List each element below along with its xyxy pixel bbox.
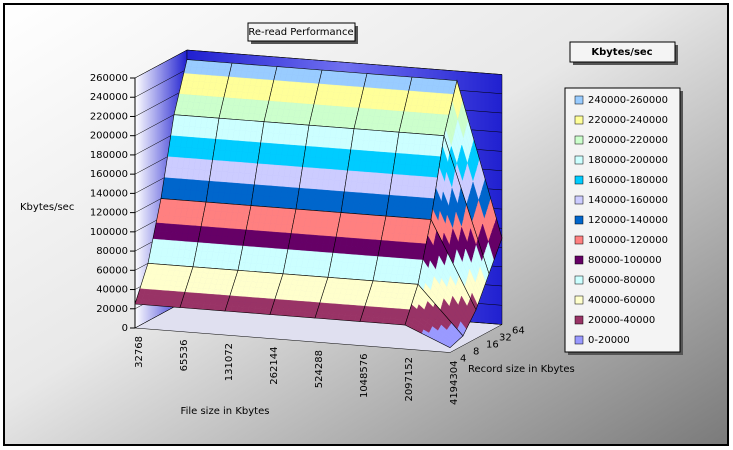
legend-label: 160000-180000 — [588, 175, 668, 186]
y-tick-label: 0 — [122, 323, 128, 334]
legend-label: 240000-260000 — [588, 95, 668, 106]
y-tick-label: 240000 — [90, 92, 128, 103]
depth-tick-label: 4 — [460, 354, 466, 365]
legend-swatch — [574, 135, 584, 145]
legend-swatch — [574, 155, 584, 165]
legend-swatch — [574, 255, 584, 265]
y-tick-label: 180000 — [90, 150, 128, 161]
x-tick-label: 1048576 — [359, 354, 370, 399]
legend-label: 80000-100000 — [588, 255, 662, 266]
depth-tick-label: 8 — [473, 347, 479, 358]
legend-swatch — [574, 295, 584, 305]
y-tick-label: 80000 — [96, 246, 128, 257]
y-tick-label: 140000 — [90, 188, 128, 199]
x-tick-label: 65536 — [179, 340, 190, 372]
depth-axis-label: Record size in Kbytes — [468, 364, 575, 375]
grid-line — [134, 49, 503, 79]
legend-swatch — [574, 335, 584, 345]
legend-label: 100000-120000 — [588, 235, 668, 246]
y-tick-label: 260000 — [90, 73, 128, 84]
legend-label: 20000-40000 — [588, 315, 655, 326]
legend-swatch — [574, 175, 584, 185]
legend-label: 0-20000 — [588, 335, 630, 346]
depth-tick-label: 16 — [486, 340, 499, 351]
y-tick-label: 20000 — [96, 304, 128, 315]
legend-swatch — [574, 235, 584, 245]
y-tick-label: 220000 — [90, 111, 128, 122]
y-axis-label: Kbytes/sec — [20, 202, 74, 213]
legend-swatch — [574, 315, 584, 325]
legend-box — [564, 87, 681, 353]
y-tick-label: 40000 — [96, 285, 128, 296]
y-tick-label: 100000 — [90, 227, 128, 238]
x-axis-label: File size in Kbytes — [181, 406, 270, 417]
depth-tick-label: 32 — [499, 333, 512, 344]
legend-label: 60000-80000 — [588, 275, 655, 286]
legend-label: 220000-240000 — [588, 115, 668, 126]
legend-swatch — [574, 95, 584, 105]
legend-label: 140000-160000 — [588, 195, 668, 206]
legend-label: 40000-60000 — [588, 295, 655, 306]
x-tick-label: 262144 — [269, 347, 280, 385]
x-tick-label: 32768 — [134, 336, 145, 368]
legend-label: 200000-220000 — [588, 135, 668, 146]
surface-cell — [404, 283, 464, 349]
legend-title-box — [569, 41, 676, 63]
legend-swatch — [574, 115, 584, 125]
legend-label: 120000-140000 — [588, 215, 668, 226]
title-box — [247, 22, 356, 42]
x-tick-label: 2097152 — [404, 357, 415, 402]
y-tick-label: 120000 — [90, 208, 128, 219]
legend-label: 180000-200000 — [588, 155, 668, 166]
legend-swatch — [574, 215, 584, 225]
y-tick-label: 160000 — [90, 169, 128, 180]
x-tick-label: 4194304 — [449, 361, 460, 406]
y-tick-label: 200000 — [90, 131, 128, 142]
y-tick-label: 60000 — [96, 265, 128, 276]
legend-title: Kbytes/sec — [591, 47, 652, 58]
x-tick-label: 524288 — [314, 350, 325, 388]
depth-tick-label: 64 — [512, 326, 525, 337]
legend-swatch — [574, 195, 584, 205]
x-tick-label: 131072 — [224, 343, 235, 381]
legend-swatch — [574, 275, 584, 285]
chart-title: Re-read Performance — [248, 27, 353, 38]
